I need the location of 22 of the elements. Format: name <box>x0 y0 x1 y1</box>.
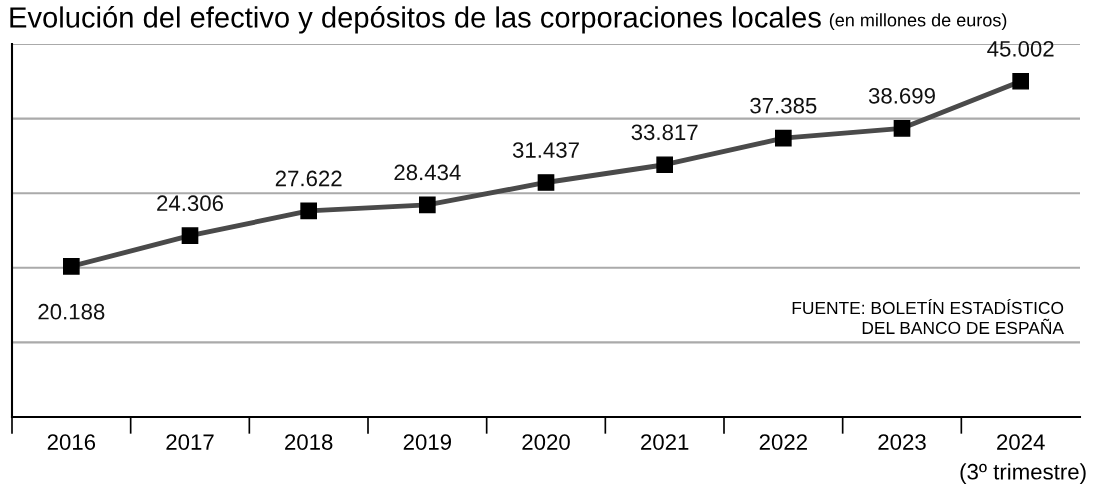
chart-subtitle: (en millones de euros) <box>829 13 1007 31</box>
x-tick-label: 2023 <box>878 434 926 450</box>
x-tick-label: 2022 <box>759 434 807 450</box>
x-tick-label: 2021 <box>641 434 689 450</box>
x-tick-label: 2024 <box>997 434 1045 450</box>
data-label: 28.434 <box>394 164 461 181</box>
x-tick-label: 2020 <box>522 434 570 450</box>
x-tick-label: 2016 <box>47 434 96 450</box>
data-label: 20.188 <box>38 303 105 320</box>
data-label: 24.306 <box>157 195 224 212</box>
data-label: 33.817 <box>631 124 698 141</box>
data-label: 27.622 <box>275 170 342 187</box>
x-tick-label: 2018 <box>285 434 333 450</box>
data-label: 38.699 <box>868 87 935 104</box>
annotation: FUENTE: BOLETÍN ESTADÍSTICO DEL BANCO DE ESPAÑA <box>792 298 1064 335</box>
data-label: 37.385 <box>750 97 817 114</box>
x-tick-label: 2019 <box>403 434 451 450</box>
text: (3º trimestre) <box>960 463 1086 484</box>
x-tick-label: 2017 <box>166 434 214 450</box>
data-label: 31.437 <box>512 142 579 158</box>
data-label: 45.002 <box>987 40 1054 57</box>
chart-title: Evolución del efectivo y depósitos de las corporaciones locales <box>10 6 821 34</box>
